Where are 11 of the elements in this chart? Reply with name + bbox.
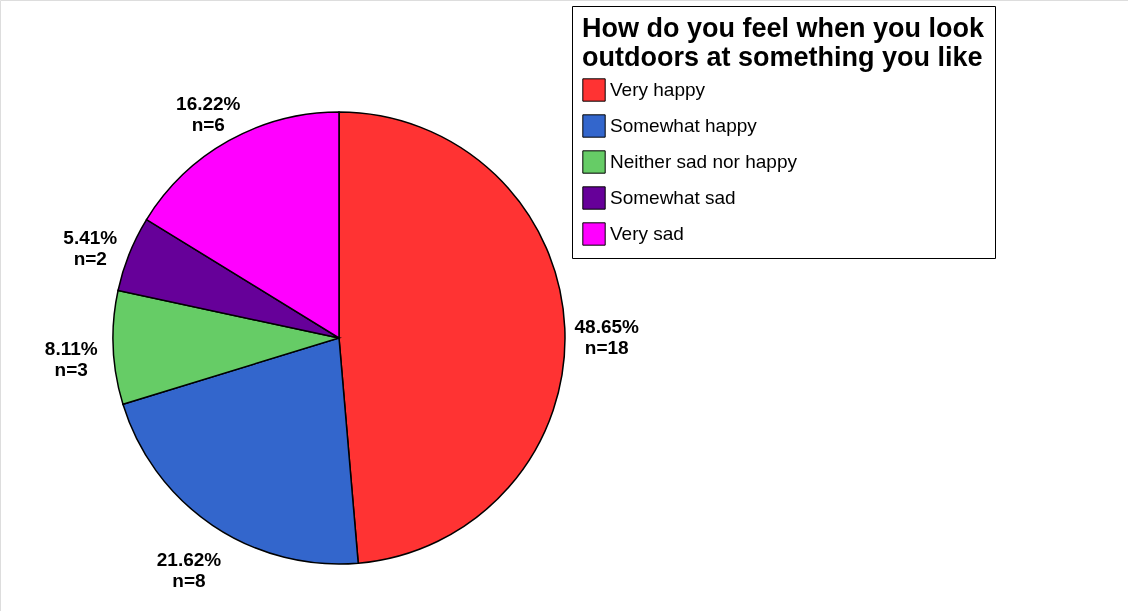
legend-label: Very happy — [610, 79, 706, 100]
data-label: 21.62% n=8 — [156, 549, 222, 592]
legend-label: Neither sad nor happy — [610, 151, 798, 172]
data-label: 5.41% n=2 — [63, 227, 118, 270]
data-label: 48.65% n=18 — [574, 315, 640, 358]
legend-label: Somewhat sad — [610, 187, 736, 208]
data-label: 8.11% n=3 — [44, 338, 98, 381]
legend-title: How do you feel when you look outdoors at something you like — [582, 13, 985, 72]
data-label: 16.22% n=6 — [176, 93, 241, 136]
legend-label: Very sad — [610, 223, 684, 244]
legend-label: Somewhat happy — [610, 115, 758, 136]
